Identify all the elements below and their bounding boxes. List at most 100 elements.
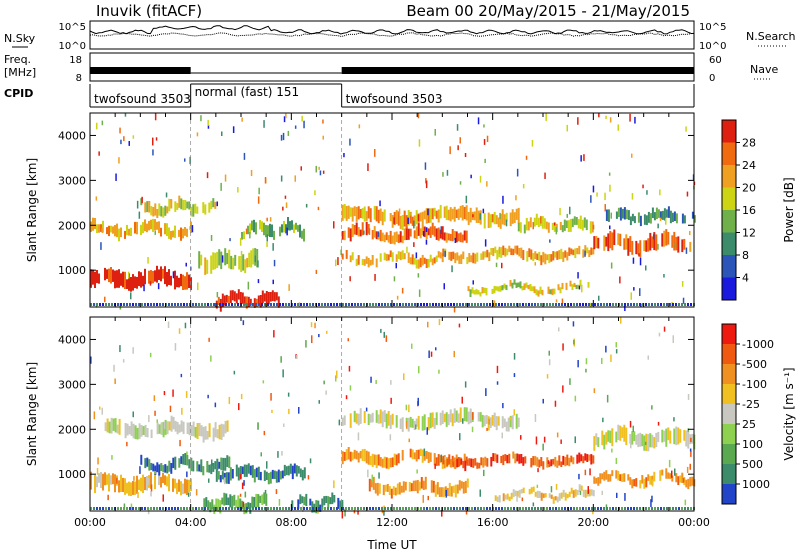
echo-floor xyxy=(435,507,437,510)
echo-speckle xyxy=(425,180,428,189)
echo-column xyxy=(455,209,458,218)
echo-floor xyxy=(213,507,215,510)
echo-speckle xyxy=(167,321,170,328)
echo-column xyxy=(459,407,462,423)
echo-column xyxy=(98,224,100,233)
echo-speckle xyxy=(449,146,451,155)
echo-column xyxy=(218,424,221,440)
echo-speckle xyxy=(271,409,273,413)
echo-speckle xyxy=(349,138,351,146)
echo-floor xyxy=(417,303,419,306)
echo-speckle xyxy=(281,451,283,456)
echo-column xyxy=(301,230,303,239)
echo-column xyxy=(154,203,157,216)
echo-column xyxy=(158,203,161,216)
echo-column xyxy=(491,415,494,426)
echo-column xyxy=(411,418,414,428)
echo-column xyxy=(486,458,489,467)
echo-column xyxy=(456,458,459,468)
echo-column xyxy=(349,413,352,428)
echo-column xyxy=(525,282,528,288)
echo-column xyxy=(665,229,668,246)
echo-speckle xyxy=(383,510,385,516)
echo-speckle xyxy=(604,204,606,212)
echo-column xyxy=(556,460,559,468)
echo-column xyxy=(522,487,525,493)
echo-column xyxy=(605,209,608,221)
echo-column xyxy=(451,208,454,220)
echo-floor xyxy=(291,507,293,510)
echo-column xyxy=(365,221,368,236)
echo-column xyxy=(247,225,249,235)
echo-column xyxy=(635,434,638,445)
y-tick-label-2: 3000 xyxy=(58,378,86,391)
echo-column xyxy=(180,198,183,210)
echo-column xyxy=(476,462,479,469)
echo-speckle xyxy=(415,424,417,430)
freq-strip: Freq. [MHz] 18 8 60 0 Nave xyxy=(4,52,778,84)
echo-column xyxy=(154,465,157,475)
echo-speckle xyxy=(638,253,640,257)
echo-column xyxy=(619,207,622,221)
echo-floor xyxy=(120,507,122,510)
echo-column xyxy=(490,248,493,255)
echo-column xyxy=(303,496,306,506)
echo-column xyxy=(552,251,555,261)
echo-floor xyxy=(174,303,176,306)
echo-speckle xyxy=(130,503,133,511)
echo-column xyxy=(397,234,400,243)
echo-column xyxy=(231,290,234,301)
echo-column xyxy=(450,251,453,261)
echo-speckle xyxy=(445,489,447,498)
echo-column xyxy=(528,248,531,258)
echo-column xyxy=(635,478,638,487)
echo-column xyxy=(243,464,246,477)
echo-speckle xyxy=(197,282,199,291)
echo-speckle xyxy=(133,476,135,481)
echo-speckle xyxy=(544,172,546,179)
echo-column xyxy=(204,204,207,215)
echo-floor xyxy=(423,303,425,306)
echo-speckle xyxy=(438,369,440,374)
echo-speckle xyxy=(184,158,186,162)
echo-floor xyxy=(150,303,152,306)
echo-speckle xyxy=(345,395,348,400)
echo-column xyxy=(427,208,430,223)
echo-column xyxy=(647,211,650,223)
echo-floor xyxy=(663,303,665,306)
echo-column xyxy=(186,479,188,495)
echo-speckle xyxy=(532,502,535,507)
echo-column xyxy=(138,423,141,439)
echo-column xyxy=(140,425,143,437)
echo-column xyxy=(337,497,340,509)
echo-speckle xyxy=(464,153,467,158)
echo-column xyxy=(108,421,111,434)
echo-column xyxy=(391,235,394,244)
noise-tick-right-top: 10^5 xyxy=(699,22,726,33)
echo-speckle xyxy=(422,231,425,237)
echo-floor xyxy=(237,507,239,510)
freq-band-2 xyxy=(341,67,694,74)
echo-floor xyxy=(159,303,161,306)
echo-speckle xyxy=(562,343,564,351)
echo-speckle xyxy=(604,192,606,201)
echo-floor xyxy=(357,507,359,510)
echo-column xyxy=(164,266,166,285)
echo-column xyxy=(495,286,498,291)
echo-floor xyxy=(120,303,122,306)
echo-column xyxy=(456,252,459,261)
echo-column xyxy=(164,205,167,216)
echo-column xyxy=(494,246,497,254)
echo-column xyxy=(122,271,124,288)
echo-column xyxy=(637,212,640,223)
echo-speckle xyxy=(403,373,405,381)
echo-column xyxy=(293,224,295,233)
echo-column xyxy=(176,482,178,495)
echo-speckle xyxy=(406,421,408,429)
echo-floor xyxy=(429,507,431,510)
echo-column xyxy=(496,496,499,502)
echo-column xyxy=(395,210,398,224)
echo-column xyxy=(462,251,465,259)
echo-column xyxy=(378,483,381,494)
echo-column xyxy=(265,471,268,480)
